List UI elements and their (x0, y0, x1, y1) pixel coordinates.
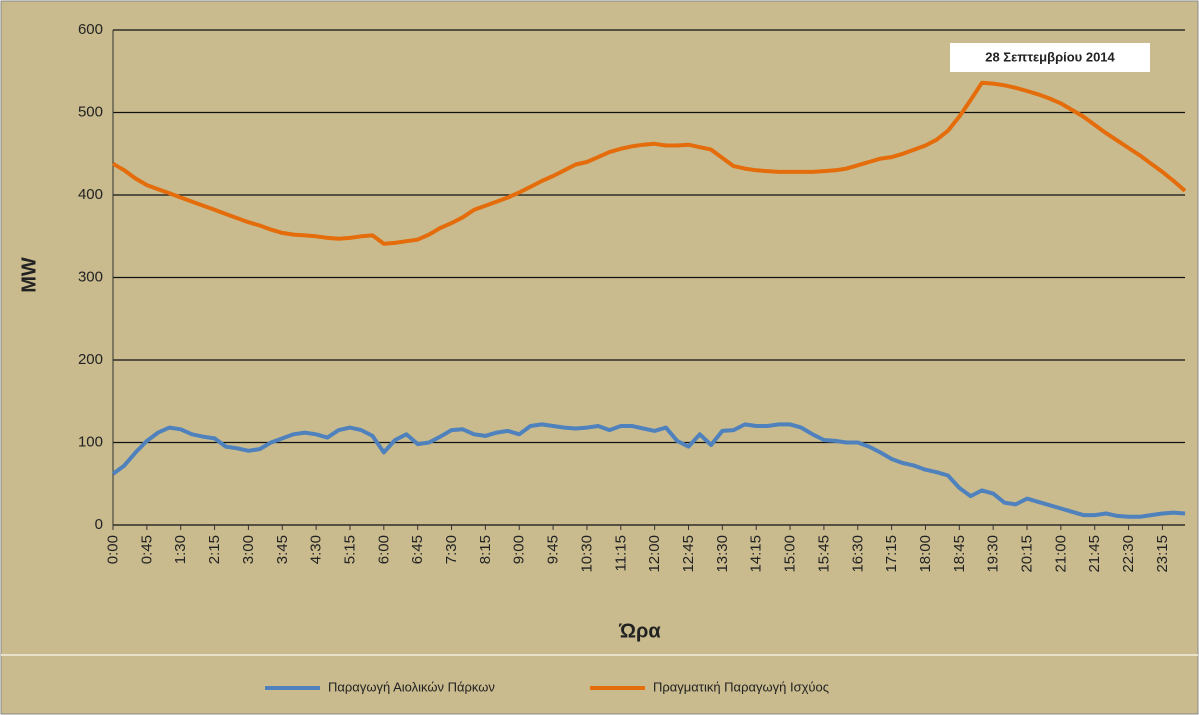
x-tick-label: 3:45 (274, 535, 291, 564)
x-tick-label: 6:00 (375, 535, 392, 564)
series-line (111, 422, 1186, 519)
legend-label: Παραγωγή Αιολικών Πάρκων (328, 679, 495, 694)
x-tick-label: 7:30 (443, 535, 460, 564)
x-tick-label: 0:45 (138, 535, 155, 564)
series-line (111, 80, 1187, 246)
x-tick-label: 21:00 (1052, 535, 1069, 573)
x-tick-label: 15:00 (782, 535, 799, 573)
annotation-box (950, 43, 1150, 72)
legend-label: Πραγματική Παραγωγή Ισχύος (653, 679, 829, 694)
x-tick-label: 1:30 (172, 535, 189, 564)
x-tick-label: 5:15 (341, 535, 358, 564)
y-tick-label: 300 (78, 268, 103, 285)
x-axis-label: Ώρα (618, 620, 661, 642)
y-tick-label: 0 (95, 516, 103, 533)
x-tick-label: 6:45 (409, 535, 426, 564)
x-tick-label: 3:00 (240, 535, 257, 564)
x-tick-label: 12:45 (680, 535, 697, 573)
y-tick-label: 100 (78, 433, 103, 450)
x-tick-label: 17:15 (883, 535, 900, 573)
x-tick-label: 9:00 (511, 535, 528, 564)
x-tick-label: 16:30 (849, 535, 866, 573)
x-tick-label: 14:15 (748, 535, 765, 573)
x-tick-label: 4:30 (308, 535, 325, 564)
x-tick-label: 12:00 (646, 535, 663, 573)
annotation: 28 Σεπτεμβρίου 2014 (985, 49, 1115, 64)
x-tick-label: 13:30 (714, 535, 731, 573)
x-tick-label: 18:00 (917, 535, 934, 573)
x-tick-label: 11:15 (612, 535, 629, 571)
x-tick-label: 15:45 (815, 535, 832, 573)
x-tick-label: 2:15 (206, 535, 223, 564)
x-tick-label: 0:00 (105, 535, 122, 564)
x-tick-label: 22:30 (1120, 535, 1137, 573)
x-tick-label: 21:45 (1086, 535, 1103, 573)
x-tick-label: 19:30 (985, 535, 1002, 573)
x-tick-label: 10:30 (578, 535, 595, 573)
x-tick-label: 8:15 (477, 535, 494, 564)
y-tick-label: 600 (78, 21, 103, 38)
y-tick-label: 200 (78, 351, 103, 368)
x-tick-label: 18:45 (951, 535, 968, 573)
y-axis-label: MW (18, 257, 40, 293)
y-tick-label: 500 (78, 103, 103, 120)
x-tick-label: 23:15 (1154, 535, 1171, 573)
x-tick-label: 20:15 (1019, 535, 1036, 573)
y-tick-label: 400 (78, 186, 103, 203)
x-tick-label: 9:45 (545, 535, 562, 564)
